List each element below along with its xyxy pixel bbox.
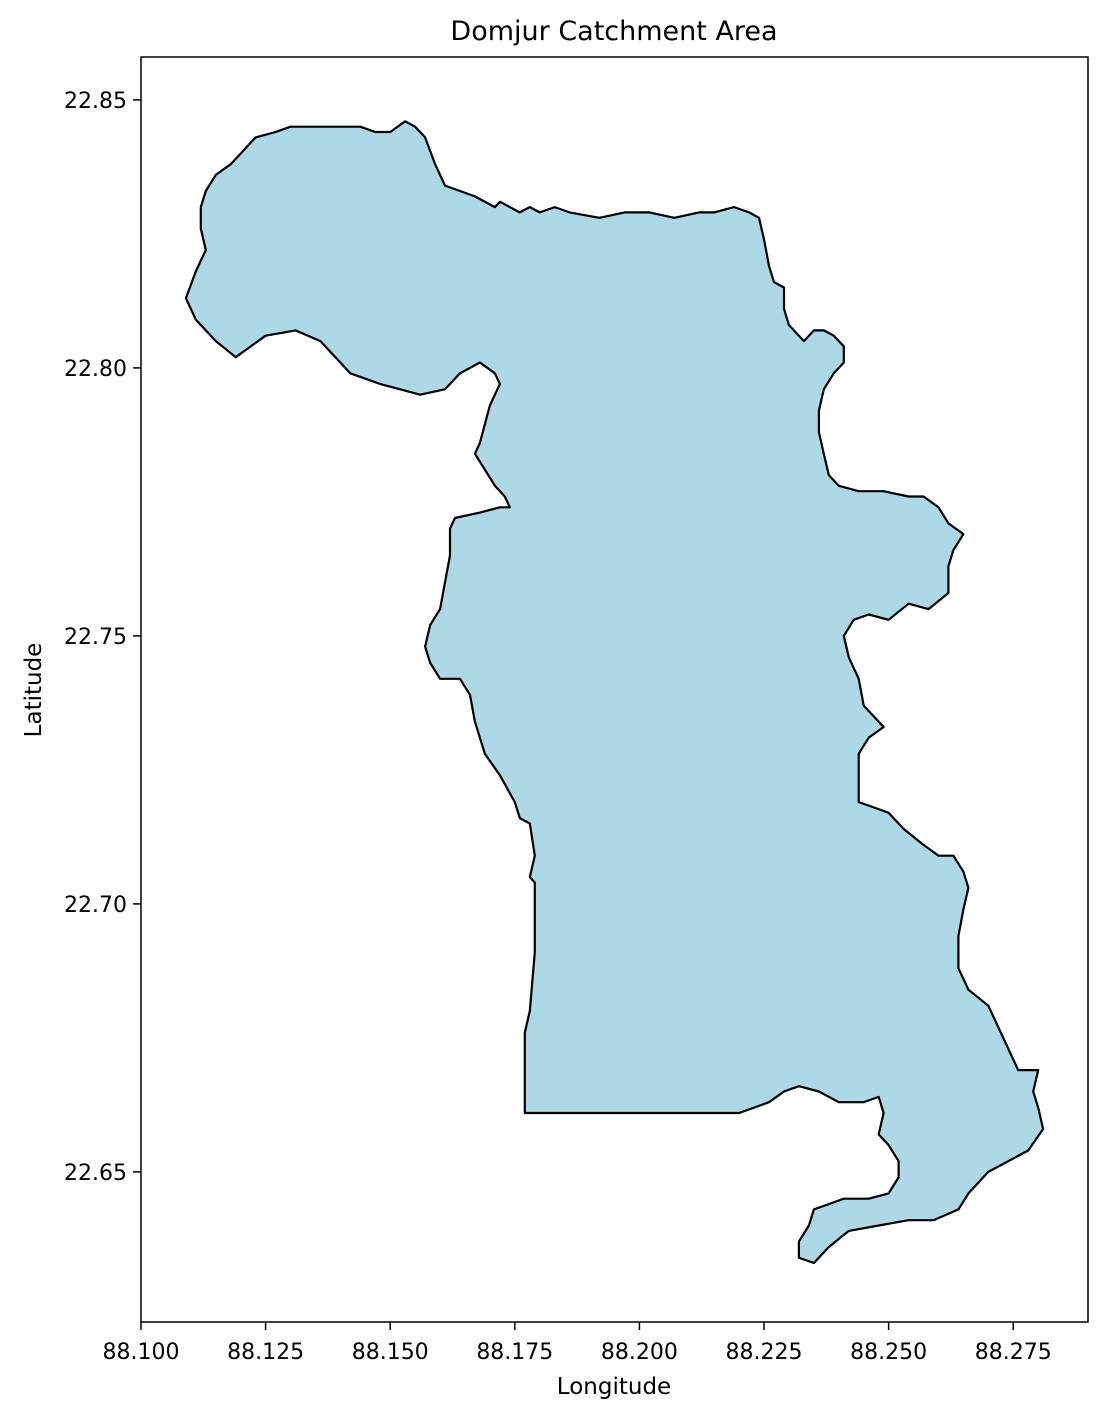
y-axis-ticks: 22.65 22.70 22.75 22.80 22.85: [64, 89, 141, 1186]
y-tick-label: 22.70: [64, 893, 127, 918]
x-tick-label: 88.100: [103, 1340, 180, 1365]
x-axis-label: Longitude: [557, 1374, 671, 1400]
y-tick-label: 22.80: [64, 357, 127, 382]
map-title: Domjur Catchment Area: [450, 16, 777, 47]
x-tick-label: 88.175: [476, 1340, 553, 1365]
x-tick-label: 88.125: [227, 1340, 304, 1365]
catchment-region: [184, 120, 1045, 1265]
y-tick-label: 22.65: [64, 1161, 127, 1186]
x-tick-label: 88.225: [726, 1340, 803, 1365]
x-axis-ticks: 88.100 88.125 88.150 88.175 88.200 88.225 88.2…: [103, 1322, 1052, 1365]
axes-frame: [140, 56, 1089, 1323]
x-tick-label: 88.150: [352, 1340, 429, 1365]
x-tick-label: 88.200: [601, 1340, 678, 1365]
y-tick-label: 22.75: [64, 625, 127, 650]
x-tick-label: 88.250: [850, 1340, 927, 1365]
x-tick-label: 88.275: [975, 1340, 1052, 1365]
y-axis-label: Latitude: [21, 643, 47, 738]
y-tick-label: 22.85: [64, 89, 127, 114]
